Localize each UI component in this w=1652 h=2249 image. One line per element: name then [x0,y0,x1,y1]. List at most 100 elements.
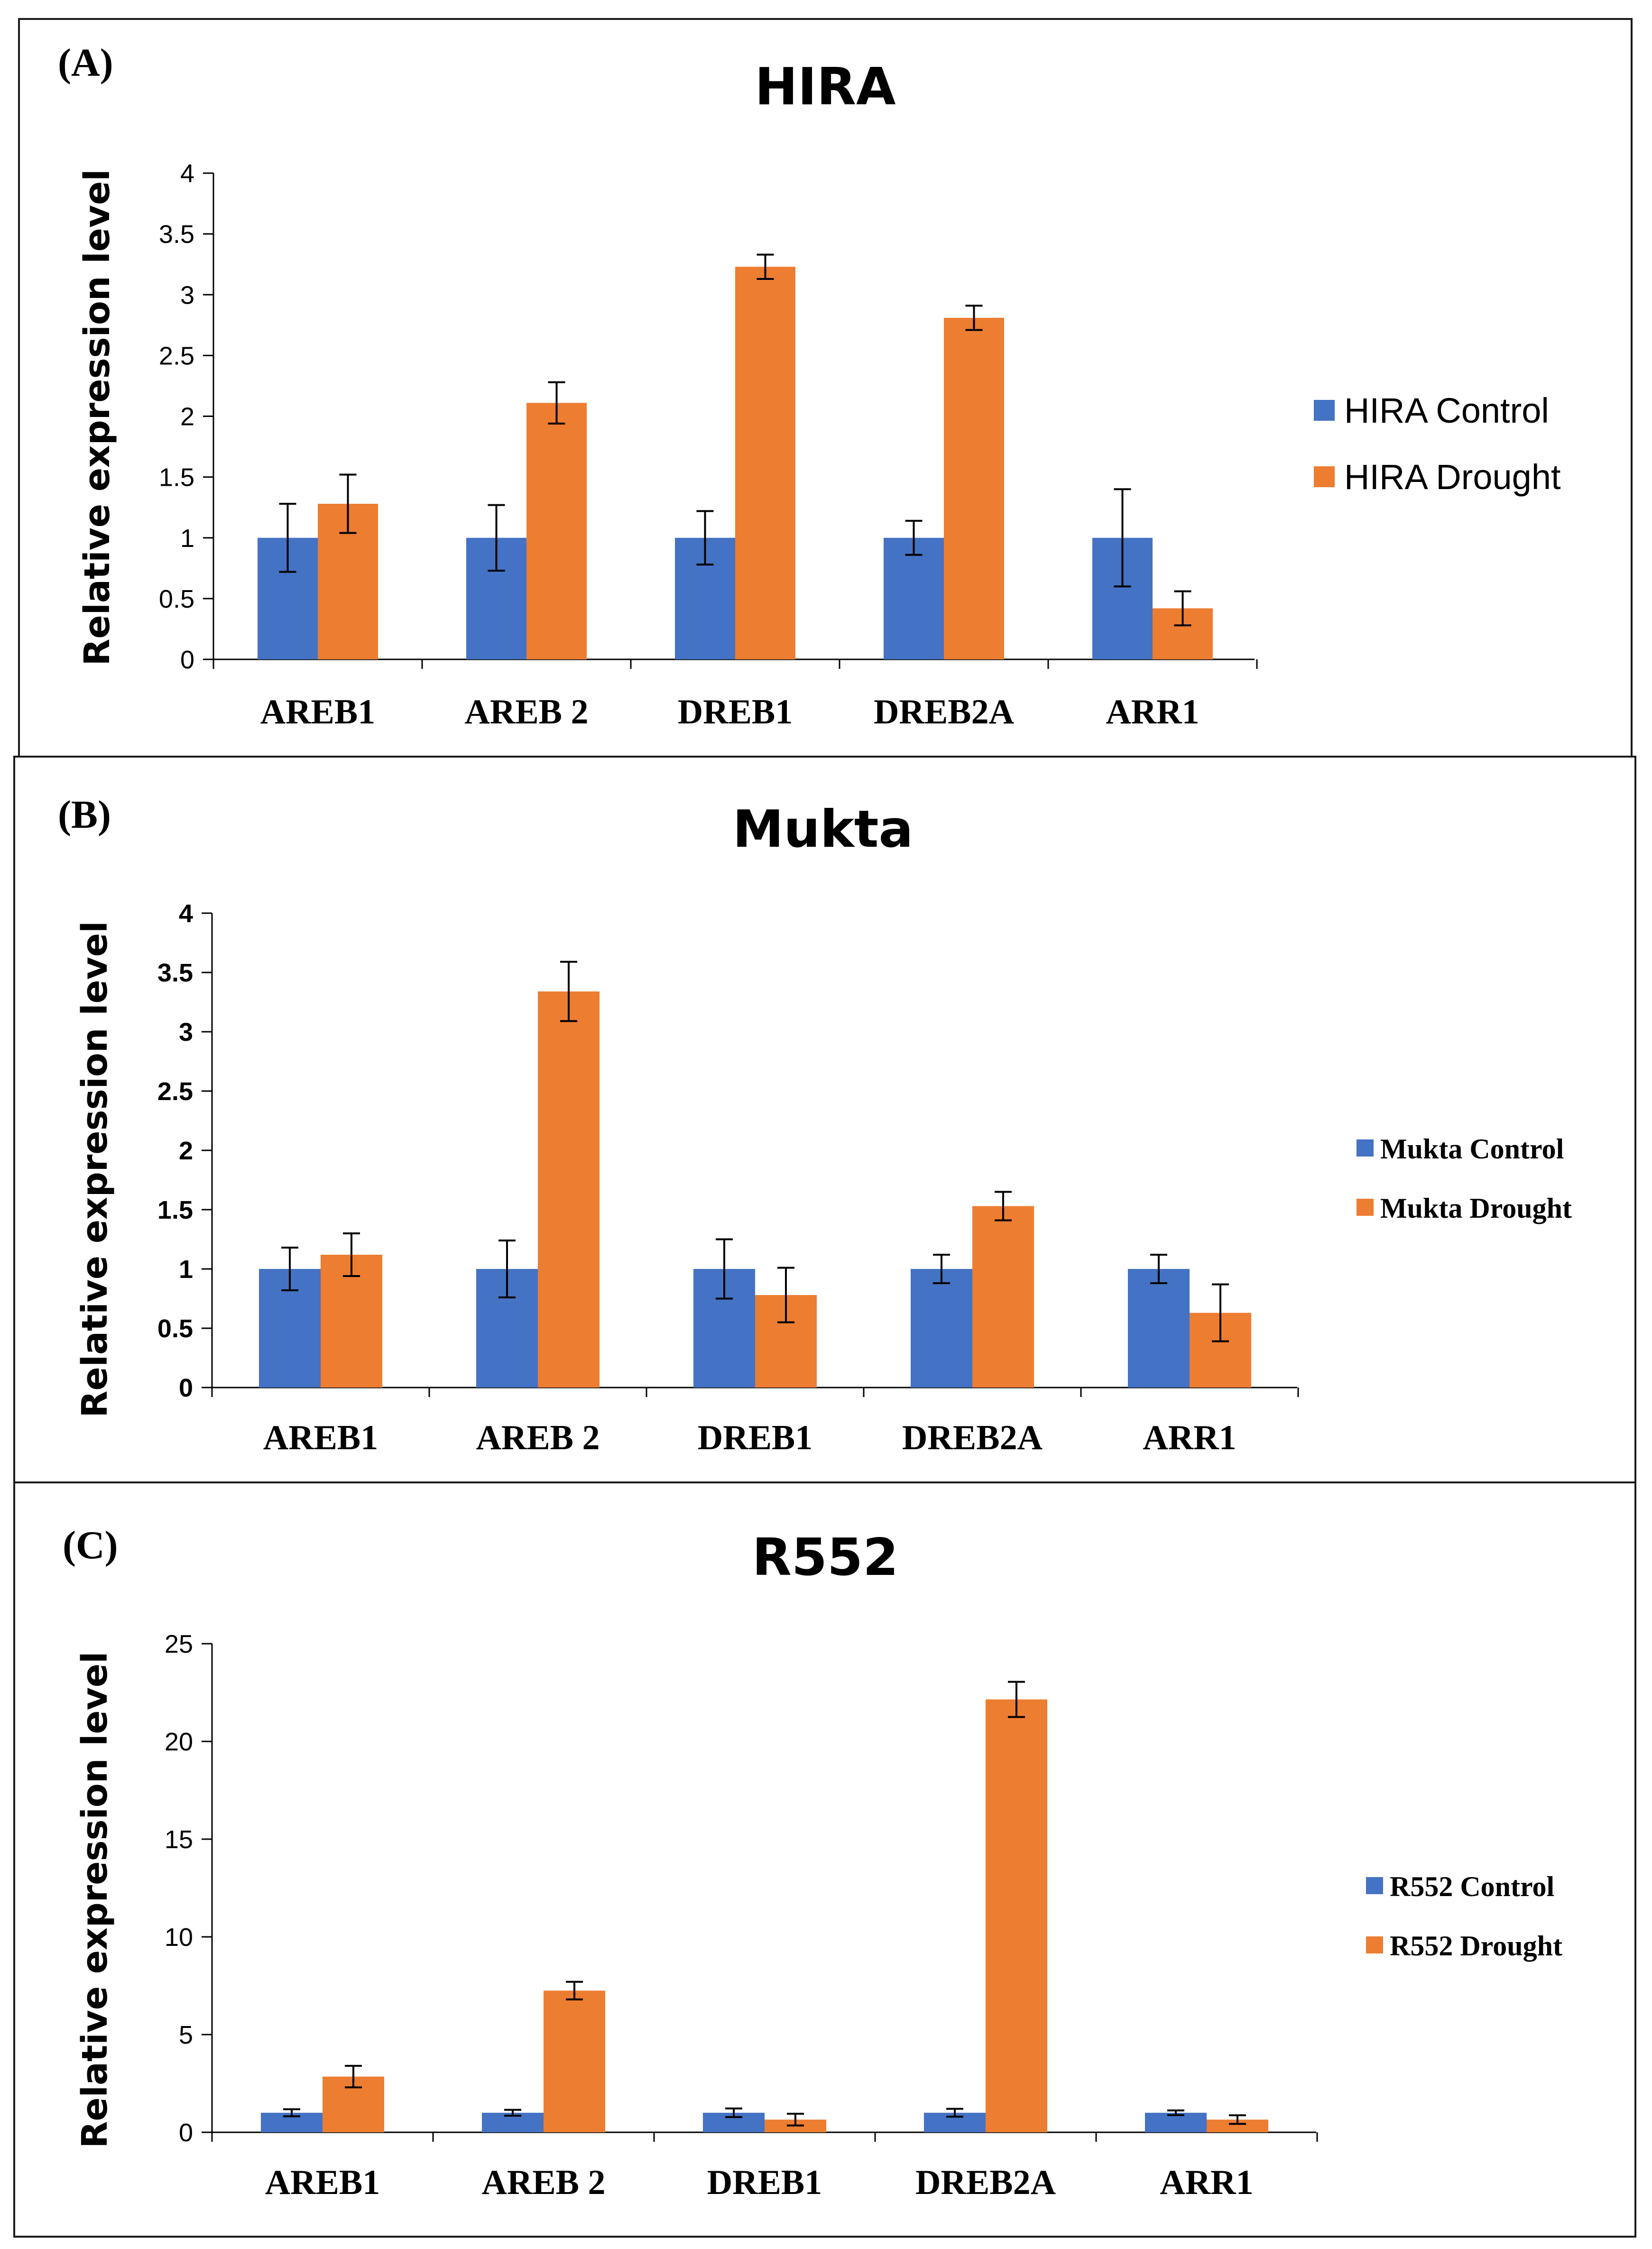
panel-a-y-tick-label: 0 [180,646,194,674]
panel-b-error-bar [498,1240,516,1298]
panel-b-bar-control [1128,1269,1190,1388]
panel-a-x-tick-label: DREB1 [678,693,793,731]
panel-c-bar-drought [544,1990,605,2132]
panel-c-error-bar [1229,2114,1246,2125]
panel-a-x-tick-label: ARR1 [1106,693,1199,731]
panel-c-legend-swatch-control [1366,1877,1383,1894]
panel-a-x-tick-label: AREB 2 [464,693,588,731]
panel-c-error-bar [504,2109,521,2117]
panel-b-error-bar [281,1247,298,1291]
panel-b-y-tick-label: 3 [179,1018,193,1046]
panel-a-y-tick-label: 2 [180,403,194,431]
panel-c-frame [13,1481,1636,2238]
panel-a-y-tick-label: 2.5 [159,342,194,370]
panel-a-y-tick-label: 1.5 [159,463,194,492]
panel-c-legend-label-drought: R552 Drought [1390,1930,1562,1962]
panel-a-error-bar [757,253,774,280]
panel-c-y-tick-label: 10 [165,1923,193,1952]
panel-c-x-tick-label: DREB1 [707,2163,822,2202]
panel-b-bar-drought [538,991,600,1388]
panel-c-error-bar [1008,1681,1025,1718]
panel-a-legend-swatch-drought [1314,466,1335,487]
panel-c-error-bar [787,2112,804,2127]
panel-c-error-bar [1167,2109,1184,2116]
panel-c-y-tick-label: 20 [165,1728,193,1756]
panel-c-legend-swatch-drought [1366,1936,1383,1953]
panel-b-x-tick-label: DREB2A [902,1418,1043,1457]
panel-b-x-tick-label: AREB 2 [476,1418,600,1457]
panel-b-chart: 0 0.5 1 1.5 2 2.5 3 3.5 4 AREB1 AREB 2 DREB1 DREB2A A… [157,899,1572,1457]
panel-b-error-bar [343,1232,360,1277]
panel-b-bar-control [911,1269,972,1388]
panel-a-x-tick-label: DREB2A [874,693,1014,731]
panel-b-error-bar [560,961,577,1022]
panel-a-error-bar [488,504,505,572]
panel-b-y-tick-label: 1 [179,1255,193,1284]
panel-a-y-tick-label: 1 [180,524,194,553]
panel-b-y-tick-label: 0 [179,1374,193,1402]
panel-c-y-tick-label: 5 [179,2021,193,2049]
panel-b-error-bar [1212,1283,1229,1342]
panel-a-error-bar [279,503,296,573]
panel-a-error-bar [339,473,357,534]
panel-a-error-bar [696,510,714,566]
panel-c-error-bar [725,2107,742,2118]
panel-a-error-bar [1174,590,1191,627]
panel-a-legend-label-drought: HIRA Drought [1344,457,1561,497]
panel-b-legend-label-drought: Mukta Drought [1380,1193,1572,1224]
panel-b-frame [13,756,1636,1483]
panel-c-error-bar [283,2108,300,2118]
panel-b-error-bar [933,1254,950,1284]
panel-b-error-bar [716,1238,733,1300]
panel-c-title: R552 [752,1528,899,1587]
panel-a-y-tick-label: 4 [180,159,194,188]
panel-b-x-tick-label: DREB1 [698,1418,813,1457]
panel-c-y-tick-label: 15 [165,1825,193,1854]
panel-c-x-tick-label: AREB1 [265,2163,380,2202]
panel-a-error-bar [905,519,923,556]
panel-c-error-bar [566,1981,583,2000]
panel-c-chart: 0 5 10 15 20 25 AREB1 AREB 2 DREB1 DREB2A ARR1 R552… [165,1630,1562,2202]
panel-b-error-bar [1150,1254,1167,1284]
panel-a-y-axis-label: Relative expression level [77,169,118,666]
panel-b-legend-swatch-control [1357,1139,1374,1157]
panel-a-label: (A) [58,41,113,85]
panel-b-bar-drought [972,1206,1034,1388]
panel-c-bar-drought [986,1699,1047,2132]
panel-b-y-tick-label: 2.5 [157,1077,193,1106]
panel-c-y-axis-label: Relative expression level [74,1651,115,2148]
panel-a-error-bar [965,305,983,331]
panel-a-bar-drought [526,403,587,659]
panel-a-x-tick-label: AREB1 [260,693,376,731]
panel-b-legend-label-control: Mukta Control [1380,1133,1564,1165]
panel-c-y-tick-label: 25 [165,1630,193,1658]
panel-b-legend-swatch-drought [1357,1199,1374,1216]
panel-b-y-tick-label: 0.5 [157,1314,193,1343]
panel-a-bar-drought [735,267,795,659]
panel-a-chart: 0 0.5 1 1.5 2 2.5 3 3.5 4 AREB1 AREB 2 DREB1 DREB2A A… [159,159,1561,731]
panel-a-y-tick-label: 3 [180,281,194,309]
panel-a-legend-label-control: HIRA Control [1344,391,1549,430]
panel-b-y-tick-label: 2 [179,1137,193,1165]
panel-a-title: HIRA [755,57,896,117]
panel-a-bar-drought [944,317,1004,659]
panel-b-title: Mukta [733,800,914,859]
panel-c-x-tick-label: AREB 2 [481,2163,605,2202]
panel-b-y-tick-label: 1.5 [157,1196,193,1224]
panel-b-y-tick-label: 4 [179,899,193,928]
panel-b-y-tick-label: 3.5 [157,959,193,987]
panel-c-legend-label-control: R552 Control [1390,1871,1554,1902]
panel-c-y-tick-label: 0 [179,2119,193,2147]
panel-a-error-bar [1114,488,1131,588]
panel-a-y-tick-label: 3.5 [159,220,194,249]
panel-a-y-tick-label: 0.5 [159,585,194,613]
panel-b-error-bar [995,1191,1012,1222]
panel-a-bar-control [884,537,944,659]
panel-a-error-bar [548,381,565,425]
panel-c-x-tick-label: DREB2A [915,2163,1056,2202]
panel-b-label: (B) [58,793,111,837]
panel-b-error-bar [777,1267,794,1323]
panel-b-x-tick-label: AREB1 [263,1418,378,1457]
panel-c-label: (C) [63,1523,118,1567]
